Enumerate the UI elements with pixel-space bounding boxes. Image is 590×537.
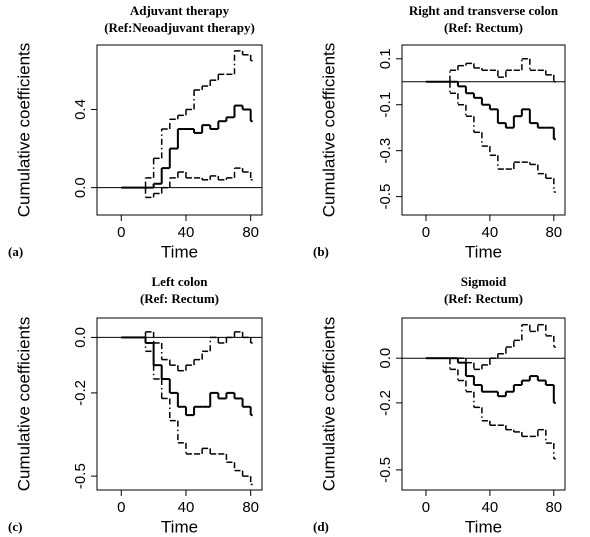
plot-frame [401, 44, 566, 216]
panel-subtitle: (Ref: Rectum) [444, 20, 523, 35]
plot-frame [96, 44, 263, 216]
x-tick-label: 0 [422, 499, 430, 516]
panel-title: Right and transverse colon [409, 3, 559, 18]
panel-title: Left colon [152, 274, 209, 289]
panel-tag: (d) [313, 519, 329, 534]
y-tick-label: 0.1 [377, 48, 394, 69]
y-axis-label: Cumulative coefficients [14, 317, 33, 492]
x-axis-label: Time [161, 242, 198, 261]
plot-frame [96, 317, 263, 491]
plot-frame [401, 317, 566, 491]
y-tick-label: -0.5 [377, 184, 394, 210]
panel-subtitle: (Ref:Neoadjuvant therapy) [104, 20, 255, 35]
x-tick-label: 0 [117, 499, 125, 516]
y-tick-label: -0.1 [377, 92, 394, 118]
y-tick-label: -0.5 [377, 457, 394, 483]
y-tick-label: -0.3 [377, 138, 394, 164]
panel-subtitle: (Ref: Rectum) [444, 291, 523, 306]
x-tick-label: 80 [545, 224, 562, 241]
x-tick-label: 80 [242, 499, 259, 516]
y-tick-label: 0.0 [72, 327, 89, 348]
x-axis-label: Time [465, 517, 502, 536]
x-tick-label: 40 [178, 224, 195, 241]
x-axis-label: Time [161, 517, 198, 536]
panel-title: Sigmoid [461, 274, 507, 289]
x-tick-label: 80 [545, 499, 562, 516]
x-tick-label: 40 [482, 499, 499, 516]
x-tick-label: 80 [242, 224, 259, 241]
panel-tag: (c) [8, 519, 22, 534]
x-tick-label: 0 [117, 224, 125, 241]
panel-tag: (b) [313, 244, 329, 259]
y-tick-label: 0.0 [377, 348, 394, 369]
y-axis-label: Cumulative coefficients [319, 317, 338, 492]
x-tick-label: 0 [422, 224, 430, 241]
x-tick-label: 40 [482, 224, 499, 241]
panel-subtitle: (Ref: Rectum) [140, 291, 219, 306]
y-tick-label: 0.0 [72, 177, 89, 198]
y-axis-label: Cumulative coefficients [319, 43, 338, 218]
panel-title: Adjuvant therapy [130, 3, 230, 18]
x-tick-label: 40 [178, 499, 195, 516]
x-axis-label: Time [465, 242, 502, 261]
y-tick-label: -0.2 [72, 380, 89, 406]
y-tick-label: 0.4 [72, 99, 89, 120]
y-axis-label: Cumulative coefficients [14, 43, 33, 218]
y-tick-label: -0.5 [72, 463, 89, 489]
panel-tag: (a) [8, 244, 23, 259]
y-tick-label: -0.2 [377, 390, 394, 416]
